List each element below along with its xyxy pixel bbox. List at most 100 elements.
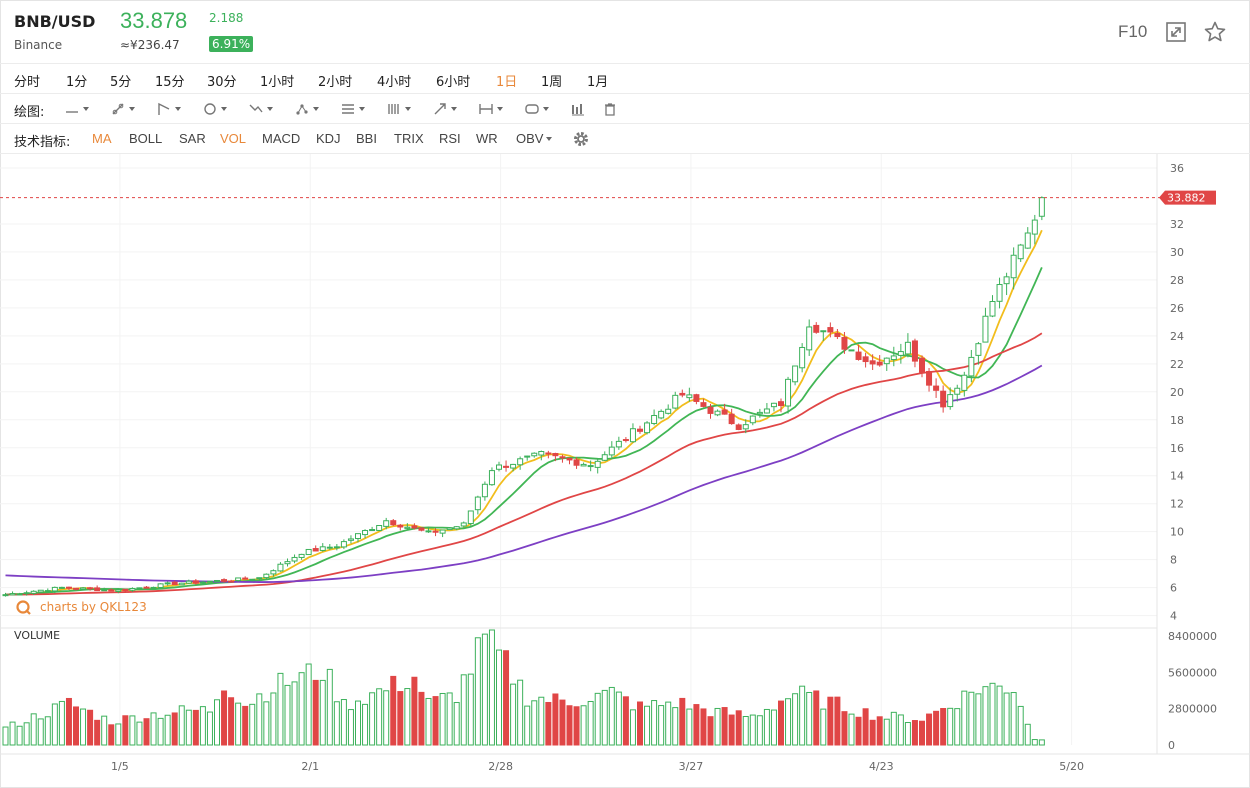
indicator-ma[interactable]: MA [92,131,112,146]
candle-body[interactable] [989,301,996,317]
candle-body[interactable] [44,590,51,593]
candle-body[interactable] [644,422,651,434]
candle-body[interactable] [453,526,460,530]
candle-body[interactable] [192,580,199,584]
indicator-boll[interactable]: BOLL [129,131,163,146]
candle-body[interactable] [362,530,369,536]
candle-body[interactable] [890,355,897,361]
timeframe-2[interactable]: 5分 [110,75,132,90]
candle-body[interactable] [841,337,848,350]
candle-body[interactable] [129,588,136,591]
candle-body[interactable] [221,579,228,582]
f10-button[interactable]: F10 [1118,22,1148,41]
gear-icon[interactable] [572,128,590,150]
candle-body[interactable] [474,496,481,511]
candle-body[interactable] [524,455,531,458]
candle-body[interactable] [383,520,390,527]
candle-body[interactable] [545,452,552,455]
timeframe-7[interactable]: 4小时 [377,75,412,90]
timeframe-6[interactable]: 2小时 [318,75,353,90]
indicator-trix[interactable]: TRIX [394,131,424,146]
candle-body[interactable] [249,578,256,581]
channel-tool-icon[interactable] [156,98,184,120]
candle-body[interactable] [199,581,206,584]
candle-body[interactable] [467,510,474,525]
candle-body[interactable] [376,525,383,531]
candle-body[interactable] [488,470,495,486]
candle-body[interactable] [65,586,72,589]
candle-body[interactable] [150,586,157,589]
candle-body[interactable] [735,424,742,430]
candle-body[interactable] [799,346,806,369]
candle-body[interactable] [312,548,319,552]
candle-body[interactable] [531,452,538,457]
candle-body[interactable] [228,580,235,583]
candle-body[interactable] [1038,197,1045,217]
candle-body[interactable] [601,454,608,461]
candle-body[interactable] [136,587,143,590]
measure-tool-icon[interactable] [478,98,506,120]
candle-body[interactable] [933,385,940,391]
candle-body[interactable] [855,351,862,360]
arrow-tool-icon[interactable] [432,98,460,120]
candle-body[interactable] [425,530,432,533]
candle-body[interactable] [742,424,749,430]
candle-body[interactable] [305,548,312,556]
candle-body[interactable] [369,529,376,532]
chevron-down-icon[interactable] [544,128,554,150]
candle-body[interactable] [58,586,65,589]
candle-body[interactable] [23,592,30,595]
candle-body[interactable] [9,593,16,596]
candle-body[interactable] [51,586,58,592]
candle-body[interactable] [622,439,629,442]
candle-body[interactable] [496,464,502,470]
candle-body[interactable] [806,326,813,351]
candle-body[interactable] [298,553,305,558]
candle-body[interactable] [707,406,714,414]
candle-body[interactable] [538,451,545,456]
expand-icon[interactable] [1164,20,1188,44]
line-tool-icon[interactable] [64,98,92,120]
candle-body[interactable] [728,413,735,425]
candle-body[interactable] [876,361,883,366]
bar-pattern-icon[interactable] [570,98,586,120]
candle-body[interactable] [157,583,164,588]
indicator-wr[interactable]: WR [476,131,498,146]
candle-body[interactable] [975,343,982,356]
candle-body[interactable] [778,401,784,407]
indicator-rsi[interactable]: RSI [439,131,461,146]
candle-body[interactable] [756,411,763,415]
candle-body[interactable] [460,522,467,527]
candle-body[interactable] [615,440,622,448]
candle-body[interactable] [510,463,517,469]
candle-body[interactable] [333,546,340,549]
candle-body[interactable] [566,457,573,461]
candle-body[interactable] [700,402,707,407]
candle-body[interactable] [763,408,770,414]
candle-body[interactable] [171,581,178,586]
candle-body[interactable] [573,459,580,466]
candle-body[interactable] [390,520,397,526]
candle-body[interactable] [686,394,693,399]
candle-body[interactable] [897,351,904,356]
candle-body[interactable] [80,587,87,590]
candle-body[interactable] [347,538,354,541]
indicator-obv[interactable]: OBV [516,131,544,146]
candle-body[interactable] [968,356,975,377]
candle-body[interactable] [947,394,954,408]
candle-body[interactable] [651,415,658,424]
candle-body[interactable] [580,463,587,467]
candle-body[interactable] [883,357,890,365]
candle-body[interactable] [714,410,721,416]
timeframe-10[interactable]: 1周 [541,75,563,90]
candle-body[interactable] [926,370,933,386]
candle-body[interactable] [108,589,115,592]
candle-body[interactable] [94,587,101,592]
indicator-bbi[interactable]: BBI [356,131,377,146]
candle-body[interactable] [503,465,510,468]
candle-body[interactable] [2,594,9,597]
candle-body[interactable] [214,579,220,582]
candle-body[interactable] [792,365,799,383]
candle-body[interactable] [481,483,488,498]
candle-body[interactable] [665,408,672,414]
